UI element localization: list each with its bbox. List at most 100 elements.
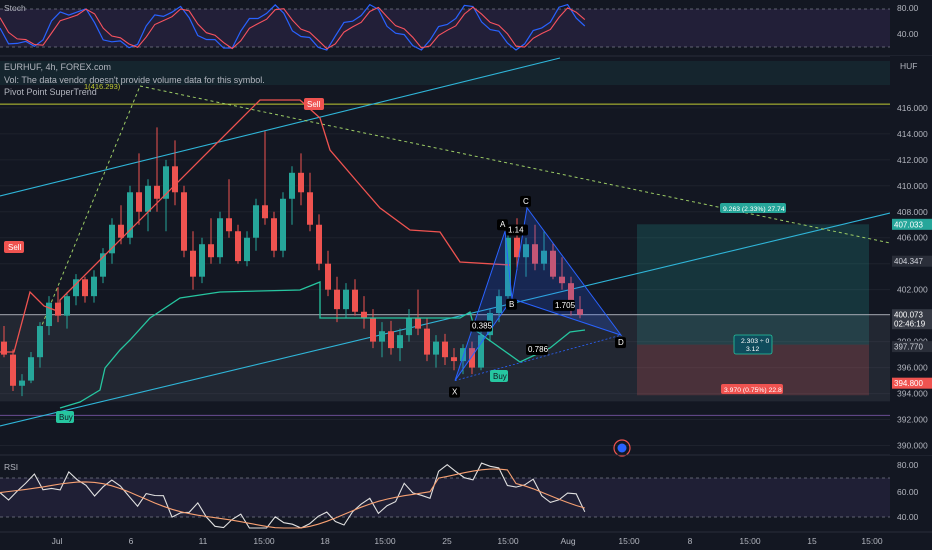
stoch-d-line [0, 6, 586, 50]
harmonic-ratio-label: 1.14 [508, 226, 524, 235]
candle-body [379, 331, 385, 342]
top-green-band [0, 61, 890, 85]
price-tick-label: 392.000 [897, 415, 928, 425]
candle-body [532, 244, 538, 264]
harmonic-point-bg [449, 386, 460, 398]
harmonic-ratio-bg [470, 320, 492, 332]
candle-body [370, 318, 376, 342]
svg-text:Sell: Sell [307, 100, 321, 109]
harmonic-point-d: D [615, 337, 626, 349]
candle-body [262, 205, 268, 219]
sell-signal-2: Sell [304, 98, 324, 110]
candle-body [46, 302, 52, 327]
price-tick-label: 394.000 [897, 389, 928, 399]
svg-text:Buy: Buy [493, 372, 507, 381]
time-tick-label: 15 [807, 536, 817, 546]
sell-signal-1: Sell [4, 241, 24, 253]
price-tick-label: 406.000 [897, 233, 928, 243]
candle-body [415, 318, 421, 329]
price-tick-label: 410.000 [897, 181, 928, 191]
candle-body [550, 250, 556, 277]
candle-body [181, 192, 187, 251]
harmonic-point-bg [506, 298, 517, 310]
harmonic-ratio-label: 1.705 [555, 301, 576, 310]
candle-body [334, 289, 340, 310]
stoch-k-line [0, 3, 586, 51]
harmonic-point-label: X [452, 388, 458, 397]
candle-body [271, 218, 277, 251]
buy-signal-2: Buy [490, 370, 508, 382]
candle-body [82, 279, 88, 297]
svg-text:400.073: 400.073 [894, 311, 923, 320]
price-axis[interactable]: 416.000 414.000 412.000 410.000 408.000 406.0… [890, 56, 932, 455]
harmonic-ratio-1: 0.385 [470, 320, 493, 332]
rsi-ma-line [0, 468, 585, 529]
candle-body [217, 218, 223, 258]
stoch-level-40-label: 40.00 [897, 29, 919, 39]
harmonic-ratio-2: 1.705 [553, 299, 576, 311]
harmonic-point-label: D [618, 338, 624, 347]
svg-text:394.800: 394.800 [894, 379, 923, 388]
time-axis-ticks: Jul 6 11 15:00 18 15:00 25 15:00 Aug 15:00 8 15:00 1… [52, 536, 883, 546]
candle-body [514, 237, 520, 258]
candle-body [136, 192, 142, 212]
svg-text:3.970 (0.75%) 22.8: 3.970 (0.75%) 22.8 [724, 387, 782, 394]
candle-body [298, 172, 304, 193]
candle-body [100, 253, 106, 277]
stoch-band [0, 9, 890, 47]
position-ratio-tag: 2.303 ÷ 0 3.12 [733, 334, 773, 355]
candle-body [406, 318, 412, 336]
harmonic-point-bg [497, 219, 508, 231]
rsi-label: RSI [4, 462, 18, 472]
indicator-name[interactable]: Pivot Point SuperTrend [4, 87, 97, 97]
harmonic-point-x: X [449, 386, 460, 398]
symbol-title[interactable]: EURHUF, 4h, FOREX.com [4, 62, 112, 72]
time-tick-label: Jul [52, 536, 63, 546]
harmonic-point-b: B [506, 298, 517, 310]
time-tick-label: 15:00 [497, 536, 519, 546]
time-tick-label: 15:00 [253, 536, 275, 546]
harmonic-point-bg [520, 195, 531, 207]
candle-body [469, 348, 475, 368]
fib-label: 1(416.293) [84, 82, 121, 91]
current-price-badge: 400.073 02:46:19 [892, 309, 932, 330]
channel-lower-line[interactable] [0, 212, 891, 427]
dashed-trend-down[interactable] [139, 85, 891, 244]
dashed-trend-up[interactable] [39, 85, 141, 331]
price-pane: X A B C D 1.14 0.385 1.705 0.786 Sell Sell Buy B… [0, 57, 891, 457]
candle-body [37, 326, 43, 358]
candle-body [388, 331, 394, 349]
harmonic-point-label: B [509, 300, 514, 309]
candle-body [244, 237, 250, 262]
time-tick-label: 25 [442, 536, 452, 546]
svg-text:9.263 (2.33%) 27.74: 9.263 (2.33%) 27.74 [723, 206, 785, 213]
svg-text:404.347: 404.347 [894, 257, 923, 266]
time-tick-label: 11 [199, 536, 208, 546]
price-tick-label: 396.000 [897, 363, 928, 373]
candle-body [1, 341, 7, 355]
price-tick-label: 412.000 [897, 155, 928, 165]
long-position-profit-zone[interactable] [637, 224, 869, 345]
candle-body [226, 218, 232, 232]
harmonic-pattern[interactable]: X A B C D 1.14 0.385 1.705 0.786 [449, 195, 626, 398]
channel-upper-line[interactable] [0, 57, 561, 197]
svg-text:397.770: 397.770 [894, 343, 923, 352]
rsi-pane: RSI 80.00 60.00 40.00 [0, 460, 919, 529]
time-axis[interactable]: Jul 6 11 15:00 18 15:00 25 15:00 Aug 15:00 8 15:00 1… [0, 531, 932, 550]
svg-text:Buy: Buy [59, 413, 73, 422]
stoch-level-80-label: 80.00 [897, 3, 919, 13]
svg-text:Sell: Sell [8, 243, 22, 252]
candle-body [235, 231, 241, 262]
candle-body [199, 244, 205, 277]
candle-body [523, 244, 529, 258]
candle-body [361, 311, 367, 319]
candle-body [343, 289, 349, 310]
harmonic-point-label: C [523, 197, 529, 206]
supertrend-bull-line [59, 281, 586, 409]
alert-icon[interactable] [613, 439, 631, 457]
time-tick-label: 15:00 [739, 536, 761, 546]
candle-body [91, 276, 97, 297]
candle-body [325, 263, 331, 290]
candle-body [541, 250, 547, 264]
